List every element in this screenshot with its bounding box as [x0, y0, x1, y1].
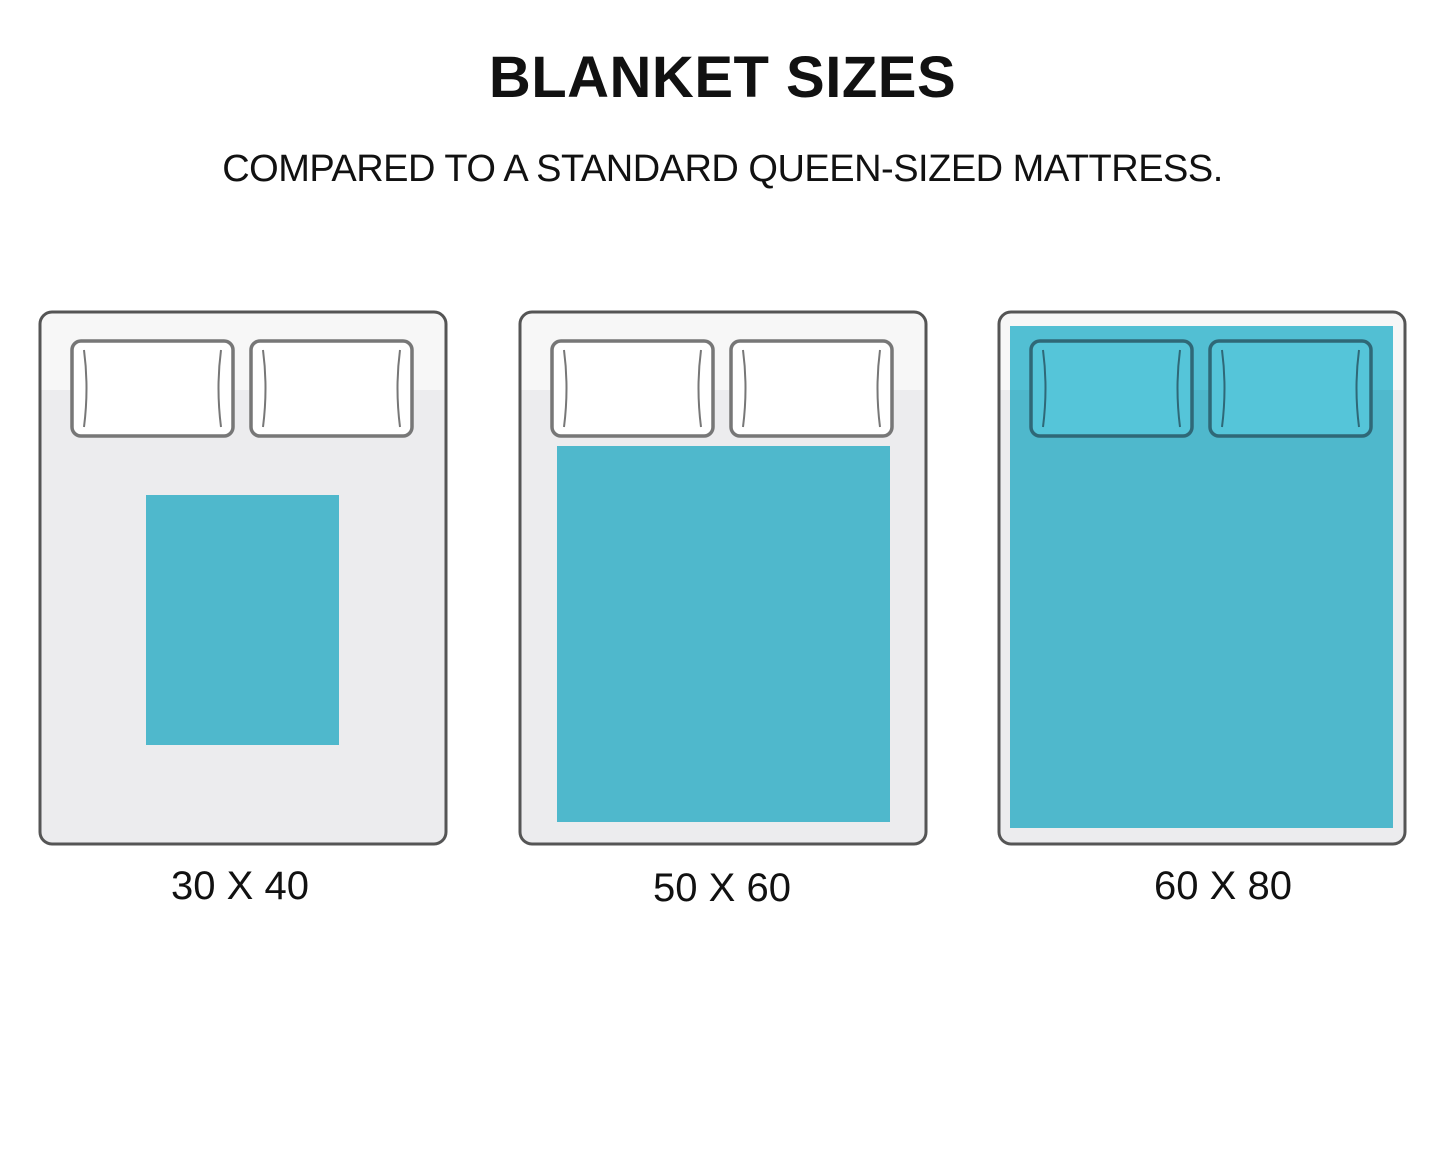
pillow [249, 339, 414, 438]
size-label-50x60: 50 X 60 [653, 866, 791, 910]
pillow-crease [1221, 349, 1226, 428]
pillow-crease [742, 349, 747, 428]
blanket [146, 495, 339, 745]
mattress-outline [38, 310, 448, 846]
pillow-crease [396, 349, 401, 428]
pillow [729, 339, 894, 438]
size-label-30x40: 30 X 40 [171, 864, 309, 908]
pillow-crease [262, 349, 267, 428]
mattress-outline [997, 310, 1407, 846]
page-subtitle: COMPARED TO A STANDARD QUEEN-SIZED MATTR… [222, 148, 1223, 190]
pillow-crease [1176, 349, 1181, 428]
pillow-crease [1042, 349, 1047, 428]
pillow [1029, 339, 1194, 438]
mattress-outline [518, 310, 928, 846]
pillow-crease [1355, 349, 1360, 428]
pillow-crease [563, 349, 568, 428]
pillow [550, 339, 715, 438]
page-title: BLANKET SIZES [488, 45, 957, 110]
pillow [70, 339, 235, 438]
pillow-crease [876, 349, 881, 428]
pillow-crease [697, 349, 702, 428]
pillow-crease [83, 349, 88, 428]
pillow [1208, 339, 1373, 438]
pillow-crease [217, 349, 222, 428]
blanket [557, 446, 890, 822]
size-label-60x80: 60 X 80 [1154, 864, 1292, 908]
